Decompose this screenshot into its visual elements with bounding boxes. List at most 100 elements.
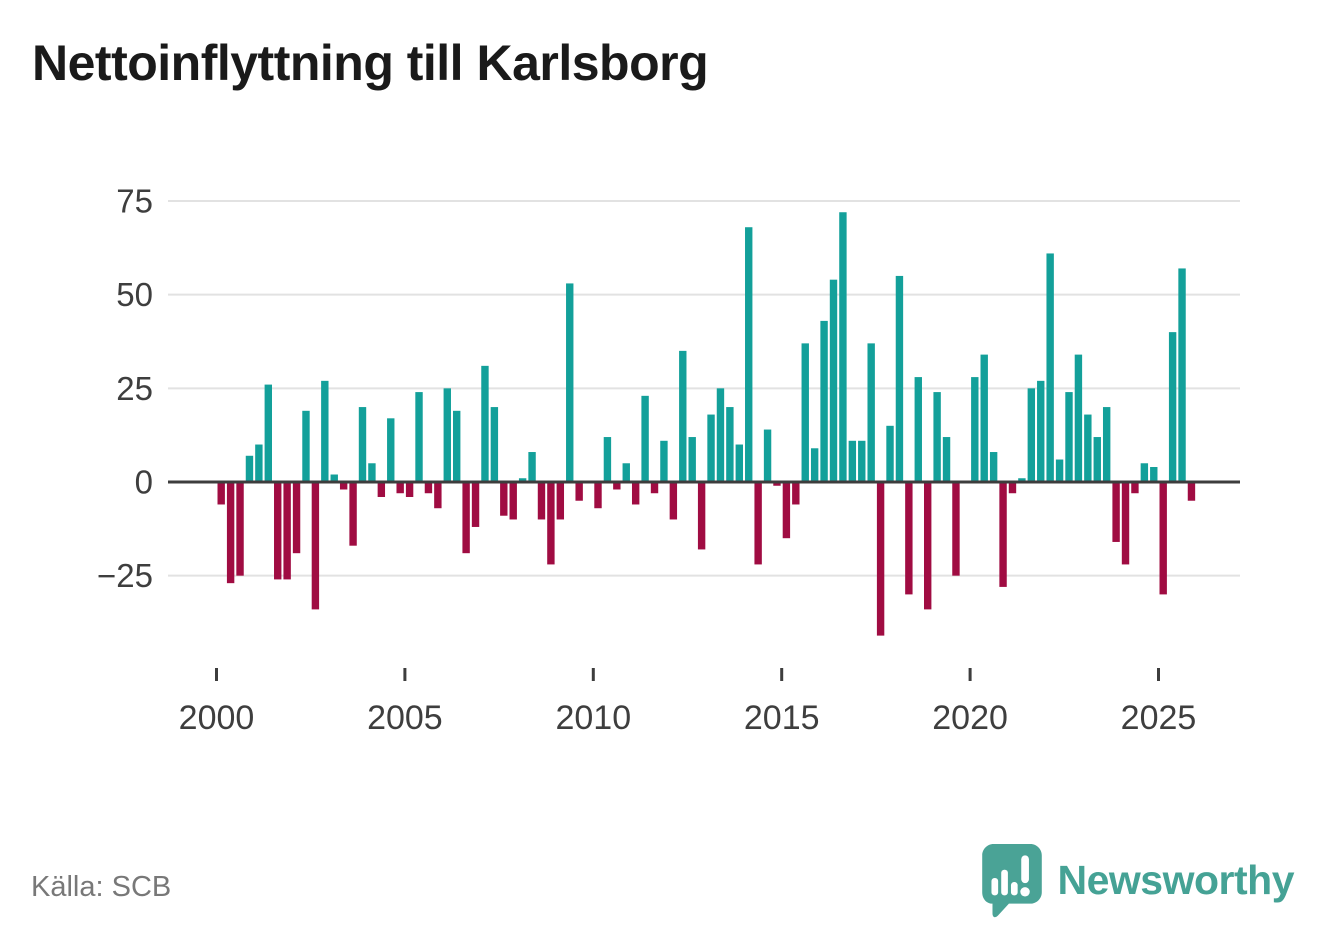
bar-negative [999, 482, 1007, 587]
bar-negative [792, 482, 800, 505]
bar-negative [236, 482, 244, 576]
bar-positive [358, 407, 367, 482]
bar-negative [424, 482, 433, 494]
bar-negative [1131, 482, 1139, 494]
bar-negative [377, 482, 386, 497]
bar-negative [556, 482, 565, 520]
bar-negative [292, 482, 301, 554]
bar-positive [867, 343, 875, 482]
bar-positive [763, 429, 772, 482]
bar-positive [980, 354, 988, 482]
bar-positive [255, 444, 263, 482]
bar-negative [462, 482, 470, 554]
x-axis-label: 2010 [555, 699, 631, 737]
bar-positive [1065, 392, 1073, 482]
bar-positive [1027, 388, 1036, 482]
x-axis-label: 2020 [932, 699, 1008, 737]
bar-negative [349, 482, 357, 546]
bar-positive [1178, 268, 1186, 482]
bar-negative [613, 482, 621, 490]
bar-positive [1150, 467, 1158, 482]
bar-positive [415, 392, 423, 482]
bar-positive [264, 384, 272, 482]
bar-positive [518, 478, 527, 482]
bar-positive [679, 350, 687, 482]
bar-negative [697, 482, 706, 550]
bar-positive [603, 437, 612, 482]
bar-negative [1112, 482, 1120, 542]
bar-positive [735, 444, 743, 482]
bar-positive [839, 212, 847, 483]
bar-positive [245, 455, 254, 482]
y-axis-label: 0 [135, 464, 153, 501]
bar-positive [829, 279, 838, 482]
bar-negative [669, 482, 678, 520]
bar-positive [1074, 354, 1083, 482]
bar-positive [1084, 414, 1092, 482]
bar-positive [443, 388, 451, 482]
bar-negative [226, 482, 235, 584]
bar-positive [490, 407, 499, 482]
x-axis-label: 2005 [367, 699, 443, 737]
x-axis-label: 2015 [744, 699, 820, 737]
bar-negative [924, 482, 932, 610]
bar-positive [566, 283, 574, 482]
bar-negative [434, 482, 442, 509]
bar-negative [471, 482, 480, 527]
bar-positive [858, 440, 866, 482]
bar-positive [330, 474, 338, 482]
newsworthy-logo: Newsworthy [980, 842, 1295, 918]
bar-negative [905, 482, 913, 595]
bar-positive [302, 410, 310, 482]
source-label: Källa: SCB [31, 871, 172, 903]
newsworthy-logo-text: Newsworthy [1057, 856, 1295, 903]
y-axis-label: −25 [97, 557, 153, 594]
bar-negative [876, 482, 885, 636]
y-axis-label: 25 [116, 370, 153, 407]
bar-positive [622, 463, 630, 482]
bar-positive [971, 377, 979, 482]
y-axis-label: 50 [116, 276, 153, 313]
bar-negative [575, 482, 583, 501]
bar-negative [782, 482, 791, 539]
bar-positive [1046, 253, 1054, 482]
bar-negative [283, 482, 291, 580]
bar-positive [707, 414, 715, 482]
bar-negative [1187, 482, 1196, 501]
bar-positive [368, 463, 376, 482]
bar-negative [650, 482, 659, 494]
bar-positive [1037, 380, 1045, 482]
bar-positive [481, 365, 489, 482]
bar-negative [339, 482, 348, 490]
bar-positive [528, 452, 536, 482]
bar-positive [1102, 407, 1111, 482]
bar-positive [1018, 478, 1026, 482]
bar-negative [500, 482, 508, 516]
bar-positive [989, 452, 998, 482]
bar-positive [660, 440, 668, 482]
bar-positive [745, 227, 753, 482]
chart-title: Nettoinflyttning till Karlsborg [32, 35, 709, 91]
bar-negative [405, 482, 414, 497]
bar-positive [895, 275, 904, 482]
bar-positive [1093, 437, 1101, 482]
bar-negative [396, 482, 404, 494]
bar-negative [547, 482, 555, 565]
bar-negative [1008, 482, 1017, 494]
bar-positive [726, 407, 734, 482]
bar-positive [1055, 459, 1064, 482]
bar-positive [933, 392, 941, 482]
bar-negative [537, 482, 546, 520]
bar-positive [641, 395, 649, 482]
y-axis-label: 75 [116, 182, 153, 219]
bar-positive [820, 320, 828, 482]
bar-negative [631, 482, 640, 505]
bar-negative [274, 482, 282, 580]
bar-negative [594, 482, 602, 509]
bar-positive [914, 377, 922, 482]
bar-positive [688, 437, 696, 482]
bar-negative [1121, 482, 1130, 565]
bar-negative [509, 482, 517, 520]
bar-negative [754, 482, 762, 565]
bar-negative [773, 482, 781, 486]
